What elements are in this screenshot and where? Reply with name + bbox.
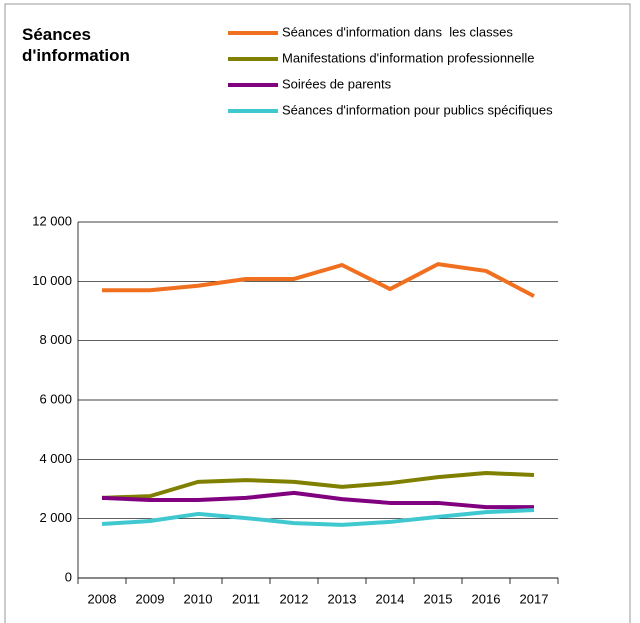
y-tick-label: 0 — [65, 569, 72, 584]
x-tick-label: 2009 — [136, 591, 165, 606]
x-tick-label: 2012 — [280, 591, 309, 606]
x-tick-label: 2010 — [184, 591, 213, 606]
x-tick-label: 2015 — [424, 591, 453, 606]
y-tick-label: 12 000 — [32, 213, 72, 228]
x-tick-label: 2011 — [232, 591, 260, 606]
y-tick-label: 4 000 — [39, 451, 72, 466]
y-tick-label: 6 000 — [39, 391, 72, 406]
frame — [4, 3, 631, 623]
y-tick-label: 10 000 — [32, 273, 72, 288]
x-tick-label: 2013 — [328, 591, 357, 606]
chart-title: Séances d'information — [22, 25, 130, 65]
x-tick-label: 2016 — [472, 591, 501, 606]
x-tick-label: 2008 — [88, 591, 117, 606]
x-tick-label: 2017 — [520, 591, 549, 606]
legend-label: Manifestations d'information professionn… — [282, 50, 535, 65]
x-tick-label: 2014 — [376, 591, 405, 606]
series-line — [101, 470, 535, 500]
legend-label: Séances d'information pour publics spéci… — [282, 102, 553, 117]
series-line — [102, 262, 535, 298]
series-line — [101, 490, 534, 510]
legend-label: Soirées de parents — [282, 76, 392, 91]
series-line — [101, 508, 535, 527]
y-tick-label: 8 000 — [39, 332, 72, 347]
legend-label: Séances d'information dans les classes — [282, 24, 513, 39]
y-tick-label: 2 000 — [39, 510, 72, 525]
